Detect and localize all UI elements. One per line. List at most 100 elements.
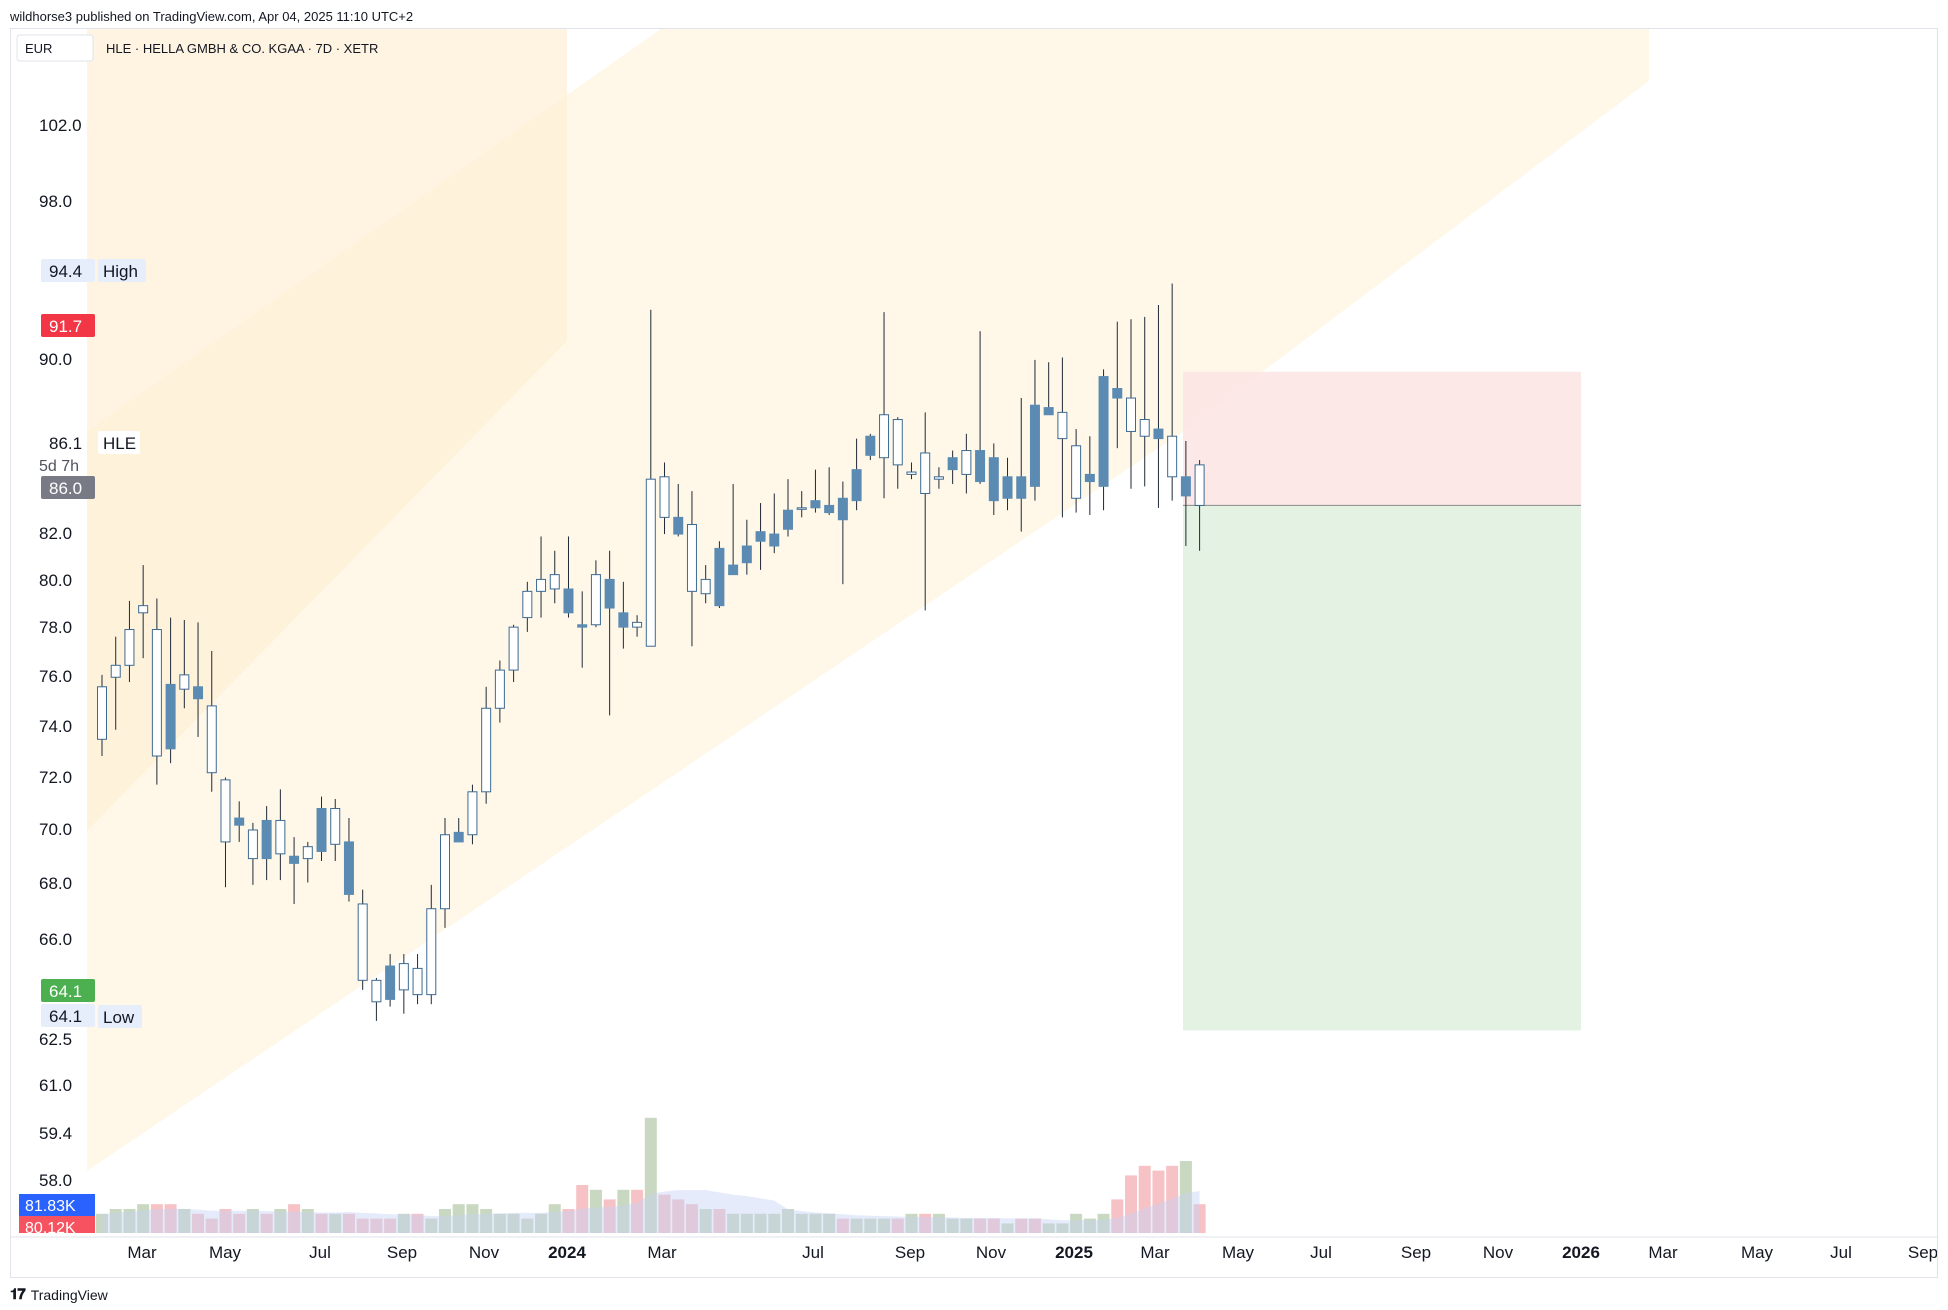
candle-bull [138,605,149,614]
volume-bar [1152,1170,1165,1233]
volume-bar [507,1213,520,1233]
volume-bar [1042,1223,1055,1233]
symbol-title: HLE · HELLA GMBH & CO. KGAA · 7D · XETR [106,41,378,56]
volume-ma-badge: 80.12K [25,1220,76,1237]
y-axis-tick-label: 72.0 [39,768,72,787]
publisher-header: wildhorse3 published on TradingView.com,… [10,9,414,24]
candle-bull [892,419,903,466]
candle-bull [796,507,807,510]
volume-bar [1179,1161,1192,1233]
price-chart[interactable]: 102.0 98.0 90.0 82.0 80.0 78.0 76.0 74.0 72.0 70.… [11,29,1937,1277]
x-axis-tick-label: Jul [1310,1243,1332,1262]
x-axis-tick-label: Mar [127,1243,157,1262]
volume-bar [1083,1218,1096,1233]
volume-bar [219,1209,232,1233]
candle-bear [673,516,684,535]
volume-bar [288,1204,301,1233]
y-axis-tick-label: 78.0 [39,618,72,637]
x-axis-tick-label: May [1741,1243,1774,1262]
candle-bull [494,669,505,709]
volume-bar [974,1218,987,1233]
high-price-badge: 94.4 [49,262,82,281]
candle-bull [426,908,437,996]
candle-bear [714,547,725,607]
chart-frame: 102.0 98.0 90.0 82.0 80.0 78.0 76.0 74.0 72.0 70.… [10,28,1938,1278]
volume-bar [685,1204,698,1233]
candle-bear [261,819,272,860]
volume-bar [1056,1223,1069,1233]
x-axis-tick-label: Mar [1648,1243,1678,1262]
y-axis-tick-label: 74.0 [39,717,72,736]
candle-bull [632,621,643,628]
volume-bar [891,1218,904,1233]
y-axis-tick-label: 58.0 [39,1171,72,1190]
candle-bear [618,612,629,628]
x-axis-tick-label: Nov [976,1243,1007,1262]
volume-bar [425,1218,438,1233]
candle-bull [1057,411,1068,440]
candle-bull [933,476,944,480]
volume-bar [123,1209,136,1233]
volume-bar [644,1117,657,1233]
candle-bear [1098,376,1109,487]
volume-bar [109,1209,122,1233]
volume-bar [1001,1223,1014,1233]
candle-bear [1084,473,1095,483]
volume-bar [672,1199,685,1233]
candle-bull [645,478,656,647]
volume-bar [850,1218,863,1233]
candle-bull [110,664,121,678]
candle-bear [1043,407,1054,416]
x-axis-tick-label: Jul [802,1243,824,1262]
candle-bear [193,686,204,700]
candle-bull [549,574,560,590]
volume-bar [617,1189,630,1233]
x-axis-tick-label: May [1222,1243,1255,1262]
volume-bar [987,1218,1000,1233]
target-price-badge: 64.1 [49,982,82,1001]
volume-bar [740,1213,753,1233]
x-axis-tick-label: Mar [1140,1243,1170,1262]
candle-bull [961,450,972,475]
x-axis-tick-label: Sep [895,1243,925,1262]
candle-bear [975,450,986,483]
candle-bull [879,414,890,459]
candle-bull [1167,435,1178,478]
prev-close-badge-bg [41,476,95,499]
candle-bull [467,791,478,836]
volume-bar [315,1213,328,1233]
candle-bull [97,686,107,740]
low-label-bg [98,1005,142,1028]
volume-ma-badge-bg [19,1216,95,1233]
prev-close-badge: 86.0 [49,479,82,498]
candle-bull [330,808,341,845]
tradingview-logo-icon: 𝟏𝟕 [10,1286,26,1303]
candle-bull [179,674,190,690]
candle-bull [1126,397,1136,432]
volume-bar [452,1204,465,1233]
candle-bull [302,846,313,860]
upper-channel-band [87,29,567,831]
x-axis-tick-label: Nov [1483,1243,1514,1262]
x-axis-tick-label: 2026 [1562,1243,1600,1262]
candle-bear [1002,476,1013,499]
candle-bear [604,578,615,609]
y-axis-tick-label: 61.0 [39,1076,72,1095]
candle-bull [412,967,423,996]
candle-bear [1016,476,1027,499]
candle-bear [1153,428,1164,440]
volume-bar [137,1204,150,1233]
candle-bull [371,979,382,1003]
volume-bar [713,1209,726,1233]
candle-bear [837,497,848,521]
candle-bull [398,963,409,991]
y-axis-tick-label: 68.0 [39,874,72,893]
y-axis-tick-label: 102.0 [39,116,82,135]
candle-bull [247,829,258,860]
y-axis-tick-label: 62.5 [39,1030,72,1049]
candle-bear [1112,388,1123,399]
volume-bar [96,1213,108,1233]
candle-bull [1194,464,1205,506]
volume-bar [754,1213,767,1233]
volume-bar [631,1189,644,1233]
